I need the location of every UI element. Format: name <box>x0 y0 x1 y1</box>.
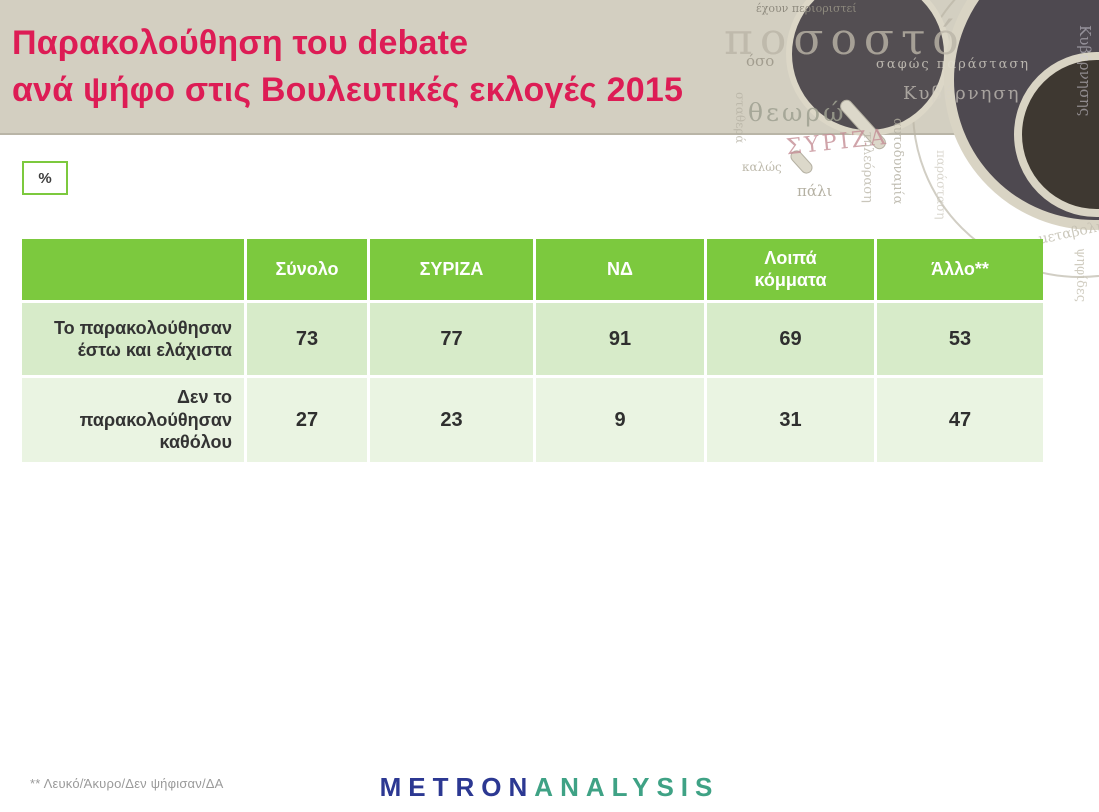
metron-analysis-logo: METRONANALYSIS <box>0 772 1099 803</box>
spoon-tip <box>788 147 815 177</box>
row1-value-syriza: 77 <box>370 303 533 375</box>
header-col-allo: Άλλο** <box>877 239 1043 300</box>
wordcloud-word: καλώς <box>742 160 782 174</box>
row1-value-synolo: 73 <box>247 303 367 375</box>
footnote: ** Λευκό/Άκυρο/Δεν ψήφισαν/ΔΑ <box>30 776 224 791</box>
row1-value-loipa: 69 <box>707 303 874 375</box>
wordcloud-word: πάλι <box>797 182 833 200</box>
header-col-loipa: Λοιπά κόμματα <box>707 239 874 300</box>
results-table: Σύνολο ΣΥΡΙΖΑ ΝΔ Λοιπά κόμματα Άλλο** Το… <box>22 239 1043 462</box>
unit-percent-badge: % <box>22 161 68 195</box>
header-col-synolo: Σύνολο <box>247 239 367 300</box>
row1-label: Το παρακολούθησαν έστω και ελάχιστα <box>22 303 244 375</box>
header-col-syriza: ΣΥΡΙΖΑ <box>370 239 533 300</box>
row2-label: Δεν το παρακολούθησαν καθόλου <box>22 378 244 462</box>
unit-percent-label: % <box>38 169 52 187</box>
wordcloud-word: ψηφίδες <box>1073 248 1088 303</box>
logo-part-metron: METRON <box>379 772 535 802</box>
wordcloud-word: μεταβολή <box>1037 218 1099 248</box>
row2-value-nd: 9 <box>536 378 704 462</box>
page-title-line2: ανά ψήφο στις Βουλευτικές εκλογές 2015 <box>12 70 684 109</box>
row2-value-allo: 47 <box>877 378 1043 462</box>
wordcloud-word: τηλεόραση <box>860 132 875 203</box>
row2-value-synolo: 27 <box>247 378 367 462</box>
row1-value-allo: 53 <box>877 303 1043 375</box>
logo-part-analysis: ANALYSIS <box>534 772 720 802</box>
row2-value-syriza: 23 <box>370 378 533 462</box>
header-corner-cell <box>22 239 244 300</box>
page-title: Παρακολούθηση του debate ανά ψήφο στις Β… <box>12 20 683 114</box>
wordcloud-word: παράσταση <box>934 150 948 220</box>
page-title-line1: Παρακολούθηση του debate <box>12 24 469 62</box>
row1-value-nd: 91 <box>536 303 704 375</box>
row2-value-loipa: 31 <box>707 378 874 462</box>
header-col-nd: ΝΔ <box>536 239 704 300</box>
